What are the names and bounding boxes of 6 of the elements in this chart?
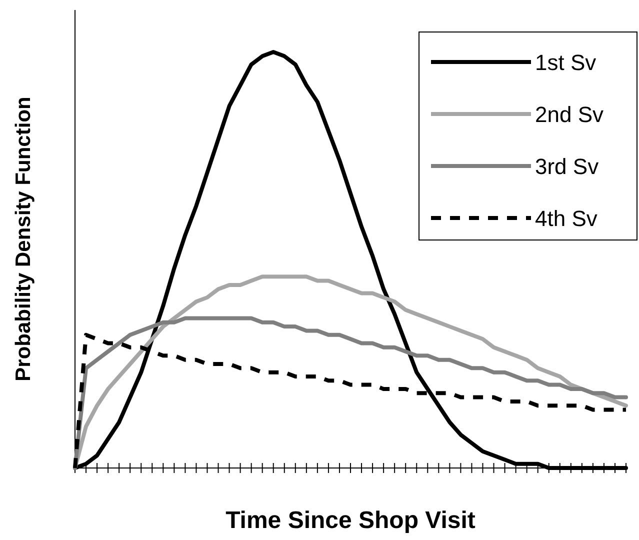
legend-label: 3rd Sv (535, 154, 599, 179)
x-axis-title: Time Since Shop Visit (226, 507, 476, 534)
legend-label: 2nd Sv (535, 102, 604, 127)
legend-label: 1st Sv (535, 50, 596, 75)
y-axis-title: Probability Density Function (12, 96, 35, 382)
legend-label: 4th Sv (535, 206, 598, 231)
